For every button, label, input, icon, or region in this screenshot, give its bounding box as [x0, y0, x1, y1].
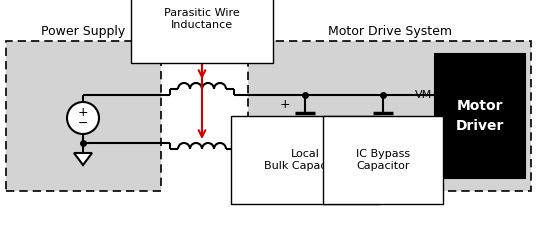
Text: VM: VM — [415, 90, 432, 100]
Text: Parasitic Wire
Inductance: Parasitic Wire Inductance — [164, 8, 240, 30]
Text: Local
Bulk Capacitor: Local Bulk Capacitor — [264, 149, 346, 171]
Polygon shape — [248, 41, 531, 191]
Circle shape — [67, 102, 99, 134]
Text: Power Supply: Power Supply — [41, 25, 126, 38]
Polygon shape — [74, 153, 92, 165]
Text: −: − — [78, 116, 88, 130]
Text: GND: GND — [407, 138, 432, 148]
Polygon shape — [6, 41, 161, 191]
Polygon shape — [435, 54, 525, 178]
Text: IC Bypass
Capacitor: IC Bypass Capacitor — [356, 149, 410, 171]
Text: +: + — [78, 106, 88, 120]
Text: Motor
Driver: Motor Driver — [456, 99, 504, 133]
Text: +: + — [279, 98, 290, 111]
Text: Motor Drive System: Motor Drive System — [328, 25, 452, 38]
